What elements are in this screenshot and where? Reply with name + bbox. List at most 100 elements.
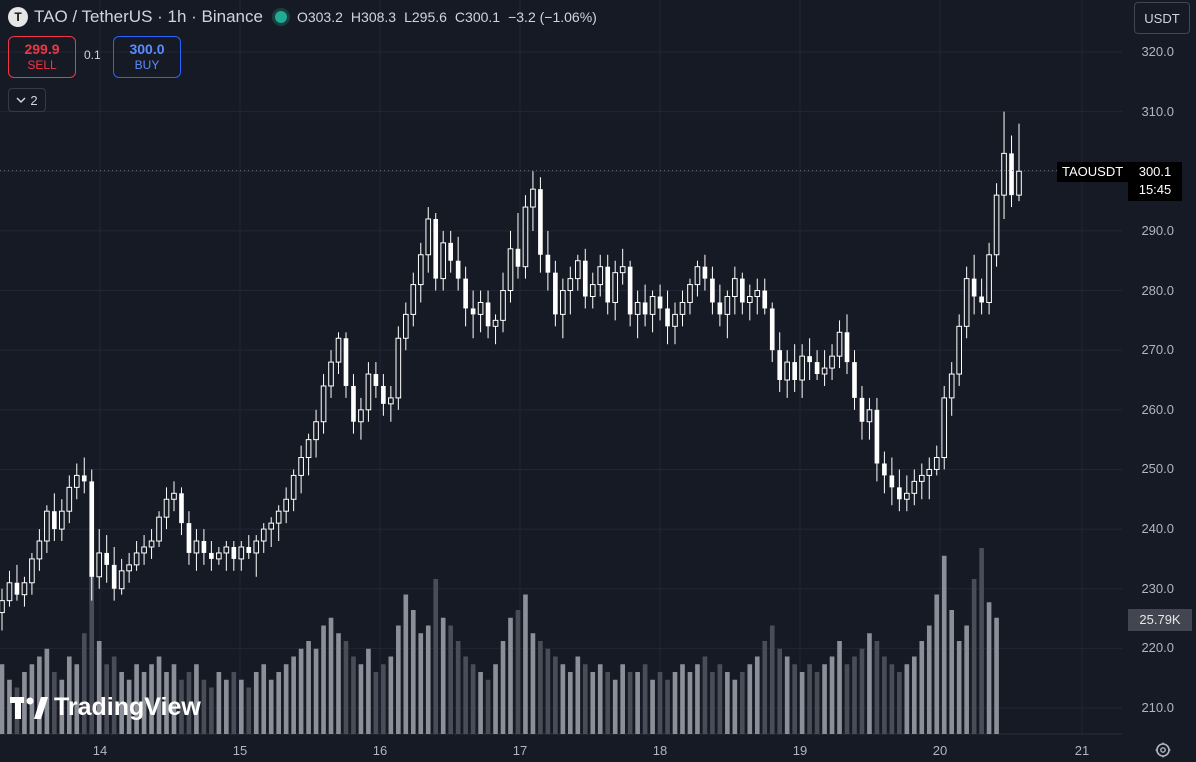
candle-body [948,373,955,399]
volume-bar [867,633,872,734]
volume-bar [792,664,797,734]
volume-bar [119,672,124,734]
candle-body [351,385,356,422]
candle-body [605,266,611,303]
candle-body [186,523,192,553]
volume-bar [171,664,177,734]
candle-body [29,558,35,584]
volume-bar [717,664,723,734]
candle-body [417,254,424,286]
volume-bar [246,687,252,734]
volume-bar [904,664,910,734]
candle-body [926,468,933,476]
volume-bar [784,656,790,734]
candle-body [530,188,536,208]
candle-body [553,272,558,315]
volume-bar [739,672,745,734]
candle-body [560,290,566,315]
volume-bar [276,672,282,734]
tradingview-logo-icon [10,696,48,719]
candle-body [941,397,948,459]
candle-body [1016,170,1022,196]
time-axis-label: 16 [372,743,388,758]
volume-bar [523,594,528,734]
candle-body [0,600,5,614]
candle-body [889,475,895,488]
price-axis-label: 210.0 [1141,700,1174,715]
last-price-tag: 300.1 15:45 [1128,162,1182,201]
candle-body [582,260,588,297]
symbol-title[interactable]: TAO / TetherUS · 1h · Binance [34,7,263,26]
candle-body [410,284,417,315]
close-value: 300.1 [465,9,501,25]
buy-button[interactable]: 300.0 BUY [113,36,181,78]
price-axis-label: 260.0 [1141,401,1174,417]
candle-body [448,242,453,261]
volume-bar [657,672,663,734]
volume-bar [500,641,506,734]
volume-bar [104,664,110,734]
volume-bar [194,664,199,734]
volume-bar [44,648,50,734]
currency-selector[interactable]: USDT [1134,2,1190,34]
candle-body [492,319,499,327]
volume-bar [994,617,999,734]
candle-body [126,564,132,572]
candle-body [904,492,910,500]
volume-bar [672,672,678,734]
candle-body [373,374,379,386]
candle-body [619,266,626,274]
candle-body [81,475,87,482]
volume-bar [568,672,573,734]
volume-bar [725,672,730,734]
price-axis-label: 220.0 [1141,640,1174,656]
candle-body [882,463,887,476]
volume-bar [508,617,513,734]
candle-body [381,385,386,404]
volume-bar [687,672,693,734]
candle-body [963,278,970,327]
price-axis-label: 320.0 [1141,44,1174,59]
volume-bar [396,625,401,734]
tradingview-watermark[interactable]: TradingView [10,693,201,722]
volume-bar [149,664,154,734]
volume-bar [590,672,596,734]
candle-body [739,278,745,303]
volume-bar [328,617,334,734]
candle-body [732,278,738,298]
candle-body [111,564,117,589]
volume-bar [81,633,87,734]
price-axis-label: 290.0 [1141,222,1174,238]
candle-body [836,331,843,357]
symbol-logo[interactable]: T [8,7,28,27]
volume-bar [889,664,895,734]
open-value: 303.2 [307,9,343,25]
time-axis-label: 17 [512,743,528,758]
candle-body [866,409,873,423]
change-value: −3.2 (−1.06%) [508,9,597,25]
volume-bar [710,672,715,734]
candle-body [829,355,835,369]
candle-body [179,493,184,524]
candle-body [223,546,230,554]
candle-body [298,457,304,476]
time-axis-label: 14 [92,743,108,758]
gear-icon[interactable] [1154,741,1172,759]
time-axis-label: 21 [1074,743,1090,758]
indicators-toggle[interactable]: 2 [8,88,46,112]
spread-value: 0.1 [84,48,101,62]
candle-body [792,362,797,380]
candle-body [762,290,768,309]
volume-bar [859,648,865,734]
sell-button[interactable]: 299.9 SELL [8,36,76,78]
candle-body [455,260,461,279]
volume-bar [874,641,880,734]
candle-body [163,498,170,518]
candle-body [275,510,282,524]
volume-bar [141,672,147,734]
candle-body [14,582,20,595]
buy-price: 300.0 [129,41,165,57]
volume-bar [680,664,685,734]
volume-bar [882,656,887,734]
